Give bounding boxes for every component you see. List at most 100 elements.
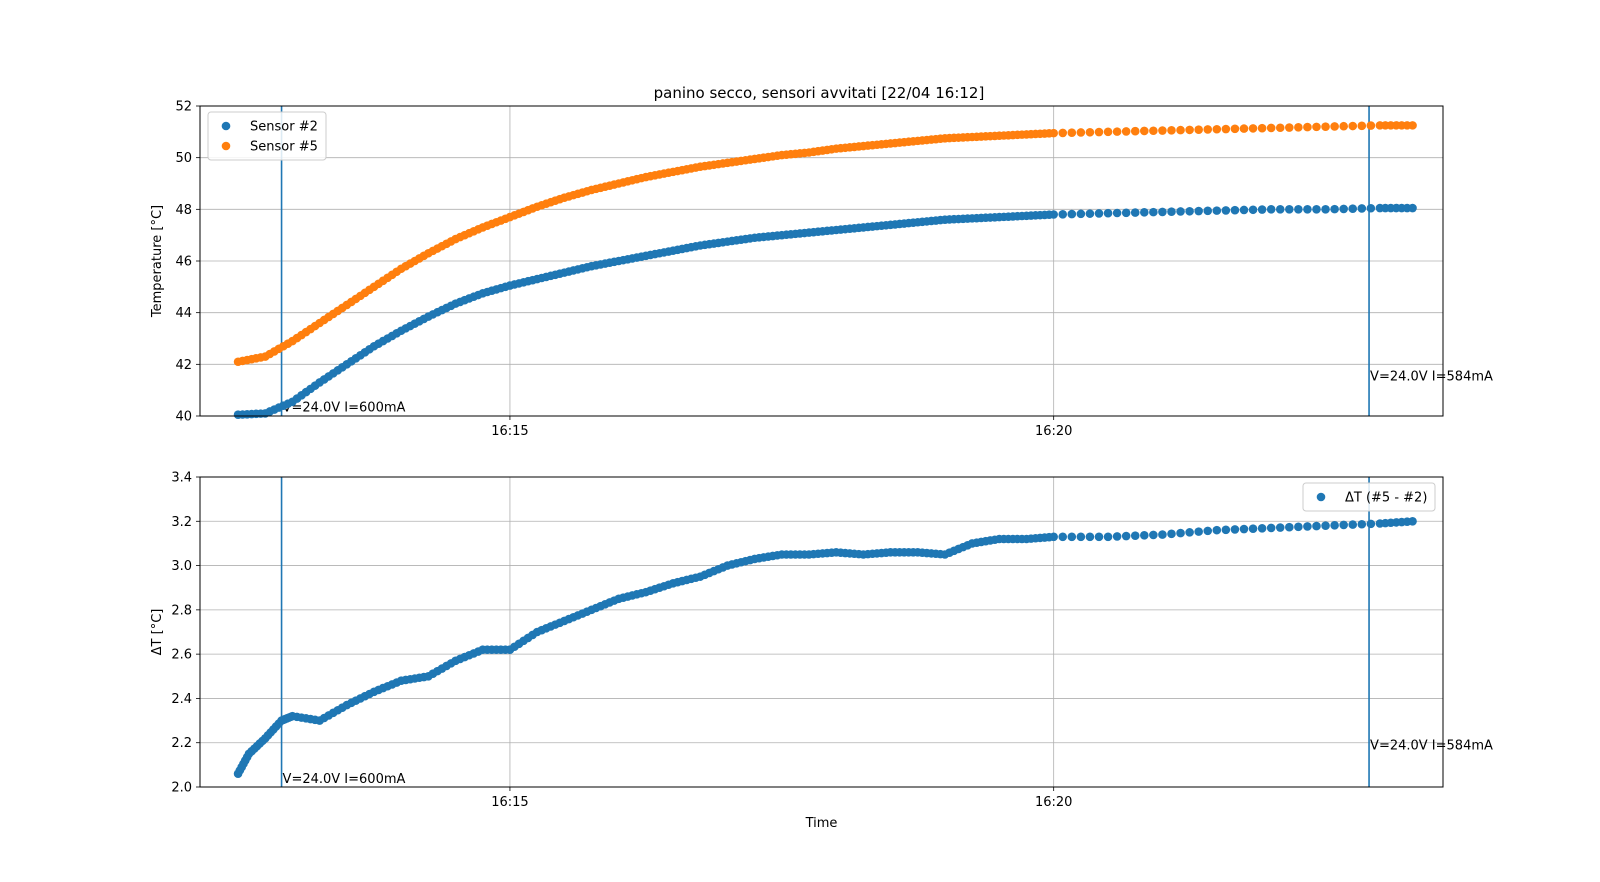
delta-series-0-marker (1203, 526, 1213, 536)
temperature-series-0-marker (1076, 209, 1086, 219)
temperature-series-1-point (1408, 121, 1417, 130)
temperature-series-0-marker (1130, 208, 1140, 217)
delta-series-0-point (1321, 521, 1330, 531)
temperature-series-0-marker (1221, 206, 1231, 215)
delta-y-tick-label: 3.0 (171, 559, 192, 574)
temperature-series-0-marker (1167, 207, 1176, 217)
delta-series-0-point (1212, 525, 1222, 535)
delta-axes-frame (199, 476, 1444, 788)
temperature-legend-label-1: Sensor #5 (250, 140, 318, 155)
temperature-panel: 40 42 44 46 48 50 52 16:15 16:20 V=24.0V I=600mA V… (150, 100, 1493, 440)
delta-series-0-marker (1194, 527, 1203, 536)
delta-x-tick-label: 16:15 (491, 795, 528, 810)
delta-series-0-marker (1248, 524, 1258, 533)
temperature-legend-marker-0 (221, 121, 231, 131)
delta-series-0-marker (1130, 531, 1140, 540)
temperature-series-1-marker (1285, 123, 1294, 132)
temperature-series-0-point (1049, 210, 1058, 219)
delta-event-label: V=24.0V I=584mA (1370, 739, 1493, 754)
temperature-series-0-marker (1058, 209, 1068, 219)
delta-series-0-marker (1176, 528, 1185, 538)
temperature-series-0-marker (1330, 204, 1339, 214)
temperature-series-1-marker (1357, 121, 1367, 131)
temperature-axes-frame (199, 105, 1444, 417)
temperature-series-1-marker (1348, 121, 1358, 131)
chart-title: panino secco, sensori avvitati [22/04 16… (654, 84, 985, 102)
temperature-legend-label-0: Sensor #2 (250, 120, 318, 135)
delta-series-0-point (1158, 530, 1167, 539)
delta-series-0-marker (1294, 522, 1303, 532)
delta-series-0-marker (1330, 521, 1339, 530)
temperature-series-0-point (1321, 205, 1330, 214)
temperature-series-0-marker (1230, 205, 1240, 215)
temperature-series-1-point (1321, 122, 1330, 131)
delta-plot-area (200, 477, 1443, 787)
delta-series-0-marker (1275, 523, 1285, 532)
delta-series-0-marker (1121, 531, 1131, 541)
delta-series-0-marker (1230, 525, 1240, 534)
temperature-series-0-point (1266, 205, 1276, 214)
delta-series-0-marker (1112, 532, 1122, 541)
temperature-series-1-marker (1366, 121, 1376, 130)
temperature-series-1-marker (1112, 127, 1122, 136)
delta-series-0-point (1408, 516, 1417, 526)
delta-series-0-marker (1076, 532, 1086, 542)
delta-series-0-marker (1257, 523, 1267, 533)
temperature-series-1-marker (1094, 127, 1104, 137)
temperature-y-tick-label: 44 (175, 306, 192, 321)
temperature-series-1-marker (1312, 122, 1321, 132)
temperature-series-1-marker (1230, 124, 1240, 134)
temperature-series-0-marker (1248, 205, 1258, 215)
temperature-series-0-marker (1185, 206, 1194, 216)
temperature-series-1-marker (1167, 126, 1176, 135)
delta-series-0-marker (1094, 532, 1104, 542)
temperature-series-1-marker (1130, 126, 1140, 136)
temperature-series-0-marker (1275, 205, 1285, 214)
temperature-series-0-marker (1203, 206, 1213, 216)
temperature-y-tick-label: 52 (175, 100, 192, 115)
temperature-series-0-marker (1285, 205, 1294, 214)
temperature-series-0-marker (1112, 208, 1122, 218)
delta-panel: 2.0 2.2 2.4 2.6 2.8 3.0 3.2 3.4 16:15 16:20 V=24.0… (150, 471, 1493, 832)
delta-y-axis-label: ΔT [°C] (150, 609, 165, 656)
temperature-series-0-point (1103, 208, 1113, 218)
temperature-series-1-marker (1140, 126, 1149, 136)
delta-series-0-point (1266, 523, 1276, 533)
delta-series-0-marker (1085, 532, 1095, 542)
delta-series-0-marker (1312, 521, 1321, 531)
temperature-y-axis-label: Temperature [°C] (150, 205, 165, 318)
temperature-series-0-point (1158, 207, 1167, 217)
delta-y-tick-label: 2.8 (171, 603, 192, 618)
delta-legend: ΔT (#5 - #2) (1302, 482, 1436, 512)
temperature-y-tick-label: 46 (175, 255, 192, 270)
temperature-y-tick-label: 40 (175, 410, 192, 425)
temperature-series-0-marker (1140, 208, 1149, 217)
delta-series-0-marker (1221, 525, 1231, 535)
delta-y-tick-label: 2.2 (171, 736, 192, 751)
temperature-series-1-point (1049, 128, 1058, 138)
delta-series-0 (233, 516, 1417, 779)
temperature-series-1-point (1103, 127, 1113, 137)
temperature-x-tick-label: 16:15 (491, 424, 528, 439)
temperature-series-1-marker (1275, 123, 1285, 133)
temperature-series-0-marker (1294, 205, 1303, 214)
delta-series-0-marker (1348, 520, 1358, 529)
temperature-y-tick-label: 50 (175, 151, 192, 166)
temperature-series-1-marker (1058, 128, 1068, 138)
delta-legend-label-0: ΔT (#5 - #2) (1345, 491, 1427, 506)
temperature-series-0-marker (1176, 207, 1185, 216)
temperature-series-1-marker (1257, 123, 1267, 133)
temperature-series-1-marker (1121, 127, 1131, 136)
delta-y-tick-label: 2.4 (171, 692, 192, 707)
temperature-series-1-marker (1176, 125, 1185, 135)
delta-event-label: V=24.0V I=600mA (283, 772, 406, 787)
temperature-series-0-marker (1149, 207, 1158, 217)
delta-y-tick-label: 3.2 (171, 515, 192, 530)
temperature-series-0-marker (1357, 204, 1367, 213)
temperature-series-0-marker (1339, 204, 1348, 214)
delta-series-0-point (1049, 532, 1058, 542)
temperature-series-1-marker (1239, 124, 1249, 133)
delta-series-0-marker (1366, 519, 1376, 529)
temperature-series-1 (233, 121, 1417, 367)
temperature-series-1-marker (1330, 122, 1339, 131)
